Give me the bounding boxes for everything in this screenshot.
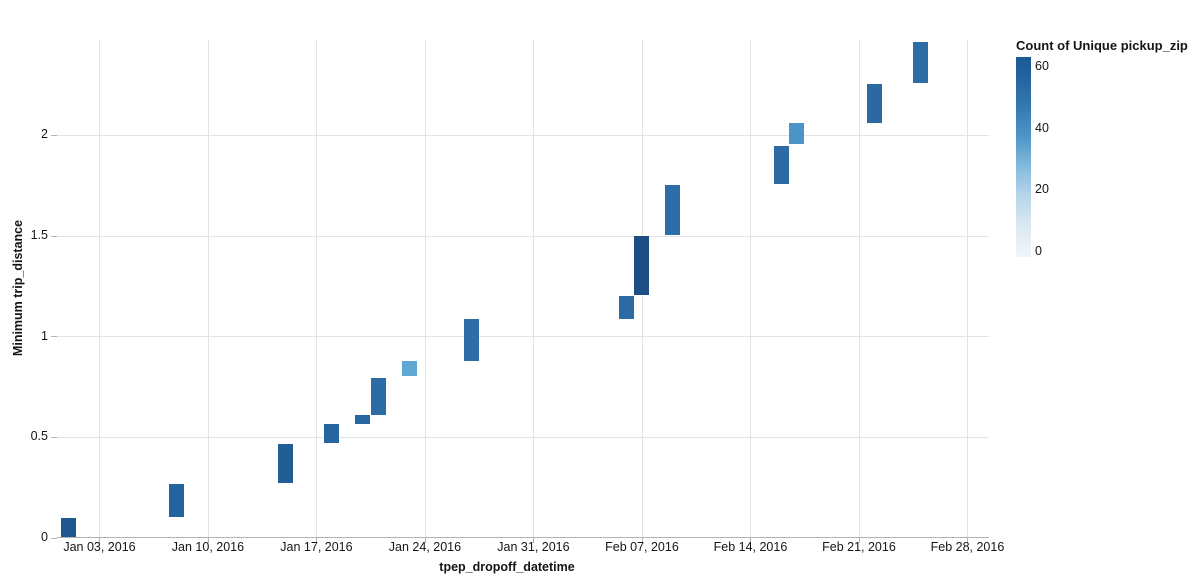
x-tick-mark [533,538,535,543]
y-axis-title: Minimum trip_distance [11,219,25,357]
x-gridline [316,40,318,538]
x-gridline [424,40,426,538]
legend-title: Count of Unique pickup_zip [1016,38,1188,53]
bar-segment [634,235,650,295]
legend-tick-label: 60 [1035,59,1049,74]
y-tick-mark [51,537,57,539]
x-tick-label: Feb 21, 2016 [822,540,896,554]
bar-segment [169,484,185,518]
bar-segment [913,42,929,83]
y-tick-label: 1.5 [30,228,48,243]
bar-segment [355,414,371,424]
x-tick-label: Jan 17, 2016 [280,540,353,554]
y-tick-label: 0.5 [30,429,48,444]
x-tick-label: Jan 31, 2016 [497,540,570,554]
y-tick-mark [51,134,57,136]
y-tick-label: 0 [41,530,48,544]
bar-segment [370,377,386,415]
x-tick-mark [99,538,101,543]
bar-segment [866,83,882,123]
bar-segment [773,146,789,185]
bar-segment [277,443,293,484]
y-tick-mark [51,436,57,438]
x-tick-mark [858,538,860,543]
x-tick-label: Jan 24, 2016 [388,540,462,554]
x-gridline [533,40,535,538]
x-gridline [207,40,209,538]
legend-gradient-bar [1016,57,1031,257]
x-axis-line [57,537,989,538]
y-tick-label: 2 [41,127,48,142]
y-gridline [57,235,989,237]
x-tick-label: Feb 07, 2016 [605,540,679,554]
bar-segment [60,518,76,538]
x-tick-mark [967,538,969,543]
x-tick-mark [207,538,209,543]
bar-segment [401,361,417,377]
x-tick-mark [641,538,643,543]
x-gridline [967,40,969,538]
y-tick-mark [51,336,57,338]
legend-tick-label: 0 [1035,243,1042,258]
x-tick-label: Feb 14, 2016 [713,540,788,554]
x-tick-mark [750,538,752,543]
bar-segment [618,295,634,320]
x-tick-mark [316,538,318,543]
bar-segment [789,122,805,145]
y-tick-label: 1 [41,328,48,343]
legend-tick-label: 20 [1035,182,1049,197]
y-gridline [57,336,989,338]
y-tick-mark [51,235,57,237]
x-tick-label: Jan 10, 2016 [171,540,245,554]
bar-segment [463,319,479,362]
bar-segment [665,185,681,235]
x-tick-label: Feb 28, 2016 [930,540,1005,554]
x-gridline [858,40,860,538]
x-gridline [99,40,101,538]
y-gridline [57,134,989,136]
x-gridline [750,40,752,538]
x-tick-mark [424,538,426,543]
y-gridline [57,436,989,438]
x-tick-label: Jan 03, 2016 [63,540,136,554]
bar-segment [324,423,340,443]
x-axis-title: tpep_dropoff_datetime [439,560,575,574]
legend-tick-label: 40 [1035,120,1049,135]
